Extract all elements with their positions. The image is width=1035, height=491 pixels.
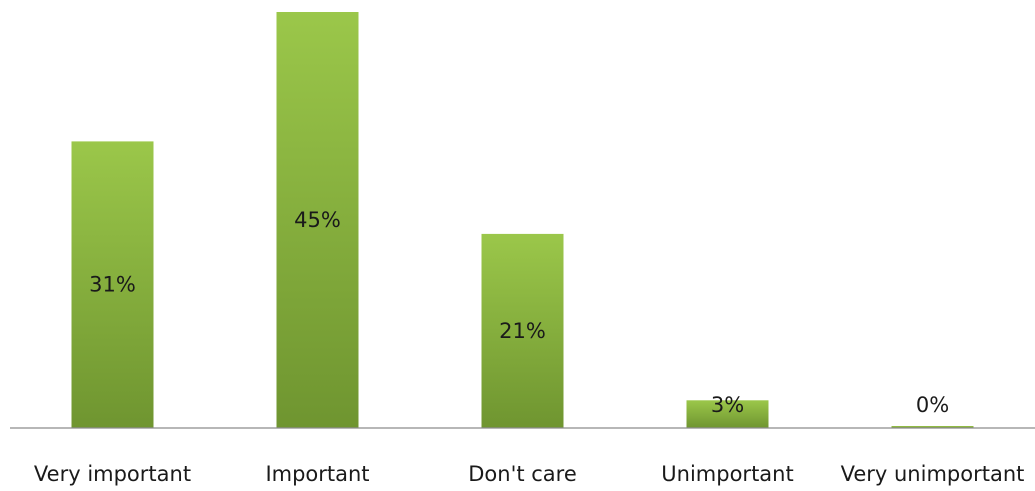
bar-0 (71, 141, 154, 428)
data-label-3: 3% (711, 393, 744, 417)
data-label-4: 0% (916, 393, 949, 417)
labels-layer: 31% Very important 45% Important 21% Don't ca… (34, 208, 1024, 486)
category-label-4: Very unimportant (841, 462, 1025, 486)
bar-4 (891, 426, 974, 428)
category-label-2: Don't care (468, 462, 577, 486)
bar-3 (686, 400, 769, 428)
data-label-1: 45% (294, 208, 341, 232)
bar-2 (481, 233, 564, 428)
bar-1 (276, 12, 359, 428)
data-label-2: 21% (499, 319, 546, 343)
bars-layer (71, 12, 974, 428)
data-label-0: 31% (89, 273, 136, 297)
category-label-1: Important (265, 462, 369, 486)
category-label-0: Very important (34, 462, 191, 486)
category-label-3: Unimportant (661, 462, 793, 486)
